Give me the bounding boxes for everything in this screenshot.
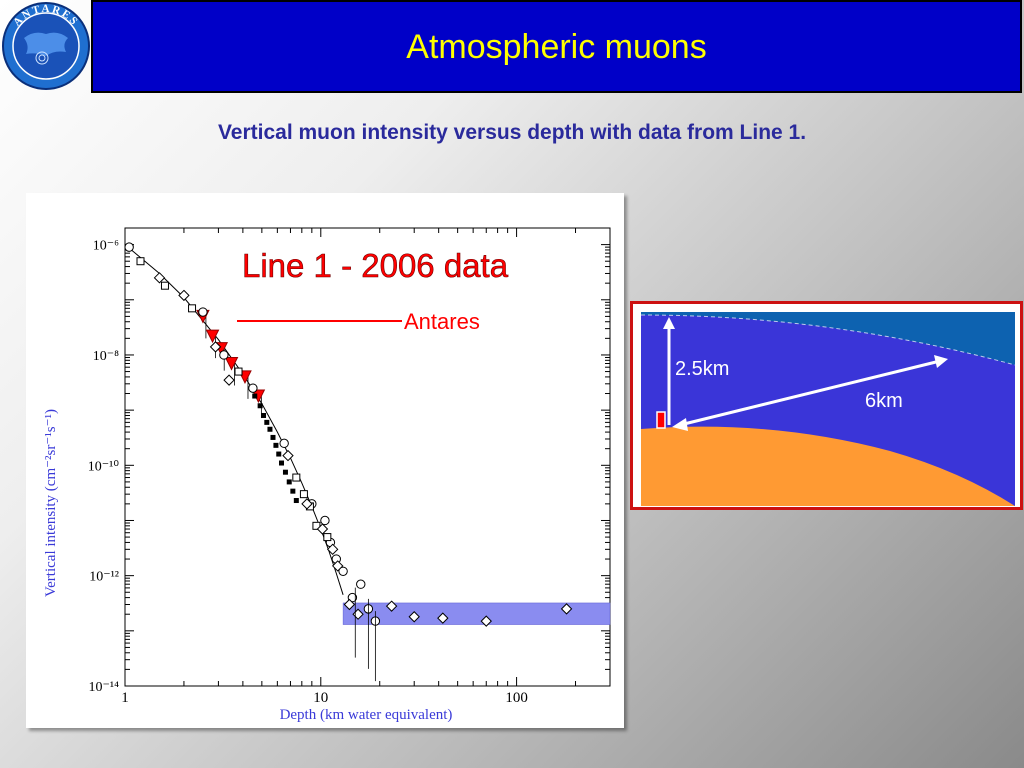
square-point <box>160 281 169 290</box>
chart-annotation: Line 1 - 2006 data <box>242 247 509 284</box>
filled-point <box>261 412 267 418</box>
circle-point <box>279 438 289 449</box>
model-curve <box>124 244 344 595</box>
filled-point <box>293 498 299 504</box>
square-point <box>136 257 145 266</box>
slide-subtitle: Vertical muon intensity versus depth wit… <box>217 121 807 144</box>
distance-label: 6km <box>865 390 903 412</box>
circle-point <box>356 579 366 589</box>
diamond-point <box>282 449 294 462</box>
y-tick-label: 10⁻⁶ <box>93 239 119 254</box>
sea-surface-dashes <box>640 314 1016 366</box>
diamond-point <box>301 498 313 510</box>
y-tick-label: 10⁻⁸ <box>93 349 119 364</box>
diamond-point <box>437 612 449 624</box>
filled-point <box>252 393 258 399</box>
x-tick-label: 1 <box>121 690 129 706</box>
flux-band <box>342 602 611 625</box>
diamond-point <box>223 374 235 386</box>
x-tick-label: 10 <box>313 690 328 706</box>
circle-point <box>248 383 258 393</box>
antares-point <box>224 357 239 371</box>
y-axis-label: Vertical intensity (cm⁻²sr⁻¹s⁻¹) <box>43 409 59 597</box>
filled-point <box>270 434 276 440</box>
circle-point <box>320 515 330 526</box>
filled-point <box>257 403 263 409</box>
diamond-point <box>178 289 190 302</box>
diamond-point <box>480 615 492 627</box>
y-tick-label: 10⁻¹² <box>89 570 119 585</box>
filled-point <box>290 488 296 494</box>
square-point <box>292 473 301 482</box>
diamond-point <box>560 603 573 615</box>
vertical-arrowhead <box>663 317 675 329</box>
antares-logo: ANTARES <box>2 2 90 90</box>
diamond-point <box>343 598 356 611</box>
slant-arrowhead-end <box>934 355 948 368</box>
slant-arrow <box>679 359 941 427</box>
filled-point <box>273 442 279 448</box>
diamond-point <box>408 611 420 623</box>
filled-point <box>276 451 282 457</box>
filled-point <box>267 426 273 432</box>
y-tick-label: 10⁻¹⁴ <box>89 680 120 695</box>
height-label: 2.5km <box>675 358 729 380</box>
filled-point <box>279 460 285 466</box>
legend-label: Antares <box>404 309 480 334</box>
square-point <box>323 533 332 542</box>
diamond-point <box>326 543 339 556</box>
x-tick-label: 100 <box>505 690 528 706</box>
title-bar: Atmospheric muons <box>91 0 1022 93</box>
diamond-point <box>385 600 398 612</box>
diamond-point <box>153 272 166 284</box>
circle-point <box>338 566 348 576</box>
square-point <box>312 521 321 530</box>
slide-title: Atmospheric muons <box>406 28 707 66</box>
square-point <box>188 304 197 313</box>
chart-panel: 1 10 100 10⁻⁶ 10⁻⁸ 10⁻¹⁰ 10⁻¹² 10⁻¹⁴ Line 1 - 2… <box>26 193 624 728</box>
y-tick-label: 10⁻¹⁰ <box>88 459 120 474</box>
circle-point <box>219 350 229 360</box>
detector-geometry-inset: 2.5km 6km <box>630 301 1023 510</box>
filled-point <box>264 419 270 425</box>
filled-point <box>286 479 292 485</box>
detector-marker <box>656 411 666 429</box>
diamond-point <box>331 560 344 572</box>
intensity-depth-chart: 1 10 100 10⁻⁶ 10⁻⁸ 10⁻¹⁰ 10⁻¹² 10⁻¹⁴ Line 1 - 2… <box>43 227 611 723</box>
diamond-point <box>209 341 222 353</box>
square-point <box>234 367 243 376</box>
circle-point <box>198 307 208 317</box>
plot-frame <box>124 227 611 687</box>
slant-arrowhead-start <box>672 418 688 431</box>
filled-point <box>282 469 288 475</box>
circle-point <box>124 242 134 252</box>
x-axis-label: Depth (km water equivalent) <box>280 707 453 723</box>
seabed-region <box>641 426 1015 506</box>
antares-point <box>205 329 220 344</box>
diamond-point <box>316 523 329 535</box>
square-point <box>299 490 308 499</box>
